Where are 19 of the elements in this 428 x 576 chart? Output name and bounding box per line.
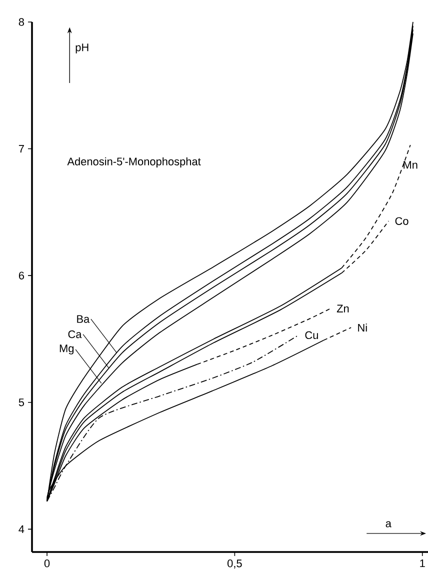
y-tick-label: 7 xyxy=(18,145,24,153)
annotation: Zn xyxy=(336,304,349,312)
y-tick-label: 5 xyxy=(18,398,24,406)
annotation: Ca xyxy=(68,330,82,338)
annotation: Cu xyxy=(305,331,318,340)
x-tick-label: 0,5 xyxy=(228,560,242,569)
y-axis-title: pH xyxy=(76,44,88,54)
x-tick-label: 0 xyxy=(44,560,50,568)
y-tick-label: 6 xyxy=(18,272,24,280)
annotation: Mn xyxy=(404,161,418,169)
x-axis-title: a xyxy=(386,521,392,528)
annotation: Ni xyxy=(358,324,367,332)
y-tick-label: 4 xyxy=(18,525,24,533)
x-tick-label: 1 xyxy=(420,560,425,568)
annotation: Ba xyxy=(77,315,90,323)
y-tick-label: 8 xyxy=(18,18,24,26)
annotation: Mg xyxy=(60,344,74,354)
text: Adenosin-5'-Monophosphat xyxy=(67,157,201,168)
annotation: Co xyxy=(395,217,408,225)
